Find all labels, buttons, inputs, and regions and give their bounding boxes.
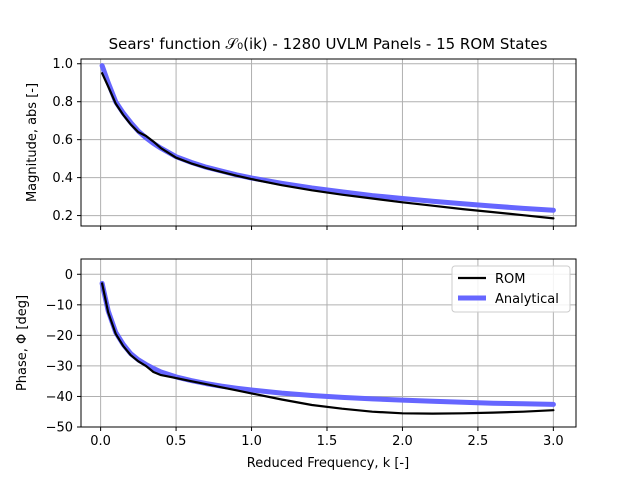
phase-series bbox=[99, 280, 556, 415]
y-tick-label: 0.2 bbox=[52, 209, 73, 224]
x-tick-label: 0.0 bbox=[90, 434, 111, 449]
legend: ROM Analytical bbox=[451, 265, 571, 313]
y-tick-label: 1.0 bbox=[52, 57, 73, 72]
magnitude-axes-frame bbox=[80, 58, 577, 227]
x-tick-label: 0.5 bbox=[166, 434, 187, 449]
y-tick-label: 0.6 bbox=[52, 133, 73, 148]
x-tick-label: 2.5 bbox=[468, 434, 489, 449]
y-tick-label: −10 bbox=[46, 298, 73, 313]
magnitude-ylabel: Magnitude, abs [-] bbox=[25, 83, 40, 202]
magnitude-grid bbox=[81, 59, 576, 226]
series-line-rom bbox=[100, 72, 555, 220]
magnitude-subplot: 0.2 0.4 0.6 0.8 1.0 Magnitude, abs [-] bbox=[25, 57, 577, 230]
x-tick-label: 3.0 bbox=[543, 434, 564, 449]
y-tick-label: 0 bbox=[65, 268, 73, 283]
chart-title: Sears' function 𝒮₀(ik) - 1280 UVLM Panel… bbox=[109, 35, 548, 53]
phase-xlabel: Reduced Frequency, k [-] bbox=[247, 456, 409, 471]
x-tick-label: 2.0 bbox=[392, 434, 413, 449]
y-tick-label: −40 bbox=[46, 390, 73, 405]
x-tick-label: 1.5 bbox=[317, 434, 338, 449]
phase-axes-frame bbox=[80, 258, 577, 428]
y-tick-label: −20 bbox=[46, 329, 73, 344]
phase-ylabel: Phase, Φ [deg] bbox=[15, 295, 30, 391]
phase-subplot: 0.0 0.5 1.0 1.5 2.0 2.5 3.0 0 −10 −20 −30 −40 −50 Ph… bbox=[15, 258, 577, 471]
y-tick-label: −50 bbox=[46, 421, 73, 436]
legend-label-analytical: Analytical bbox=[495, 292, 559, 307]
y-tick-label: −30 bbox=[46, 359, 73, 374]
magnitude-ticks: 0.2 0.4 0.6 0.8 1.0 bbox=[52, 57, 554, 230]
y-tick-label: 0.8 bbox=[52, 95, 73, 110]
phase-ticks: 0.0 0.5 1.0 1.5 2.0 2.5 3.0 0 −10 −20 −30 −40 −50 bbox=[46, 268, 564, 449]
x-tick-label: 1.0 bbox=[241, 434, 262, 449]
series-line-rom bbox=[100, 282, 555, 415]
magnitude-series bbox=[99, 63, 556, 220]
legend-label-rom: ROM bbox=[495, 272, 525, 287]
y-tick-label: 0.4 bbox=[52, 171, 73, 186]
